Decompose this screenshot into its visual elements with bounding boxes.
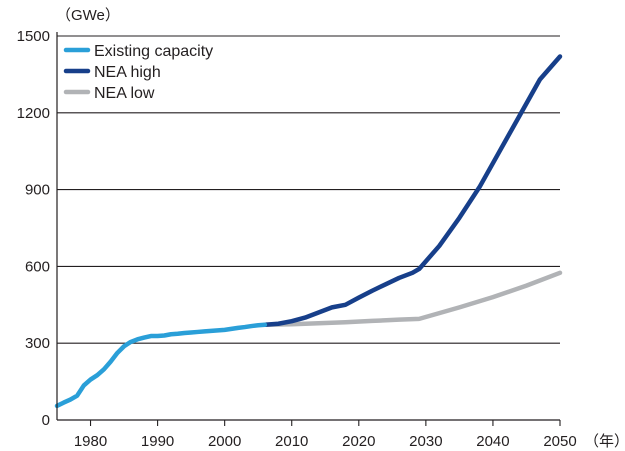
y-tick-label: 300 (25, 335, 50, 352)
x-tick-label: 1990 (141, 433, 174, 450)
legend: Existing capacity NEA high NEA low (63, 43, 213, 102)
axis-layer: 0 300 600 900 1200 1500 1980 1990 2000 2010 2020 20… (17, 7, 625, 450)
x-tick-label: 2040 (476, 433, 509, 450)
legend-label: Existing capacity (94, 43, 213, 60)
x-tick-label: 2020 (342, 433, 375, 450)
y-tick-label: 1200 (17, 105, 50, 122)
series-line-existing-capacity (54, 322, 268, 409)
x-axis-unit: （年） (584, 433, 625, 450)
series-line-nea-low (262, 270, 563, 328)
y-tick-label: 900 (25, 182, 50, 199)
legend-label: NEA high (94, 64, 161, 81)
x-tick-label: 1980 (74, 433, 107, 450)
legend-label: NEA low (94, 85, 155, 102)
series-line-nea-high (262, 54, 563, 328)
x-tick-label: 2010 (275, 433, 308, 450)
grid-layer (57, 35, 560, 344)
y-tick-label: 1500 (17, 28, 50, 45)
y-axis-unit: （GWe） (56, 7, 120, 24)
x-tick-label: 2030 (409, 433, 442, 450)
y-tick-label: 600 (25, 258, 50, 275)
series-layer (54, 54, 563, 409)
y-tick-label: 0 (42, 412, 50, 429)
x-tick-label: 2000 (208, 433, 241, 450)
x-tick-label: 2050 (543, 433, 576, 450)
